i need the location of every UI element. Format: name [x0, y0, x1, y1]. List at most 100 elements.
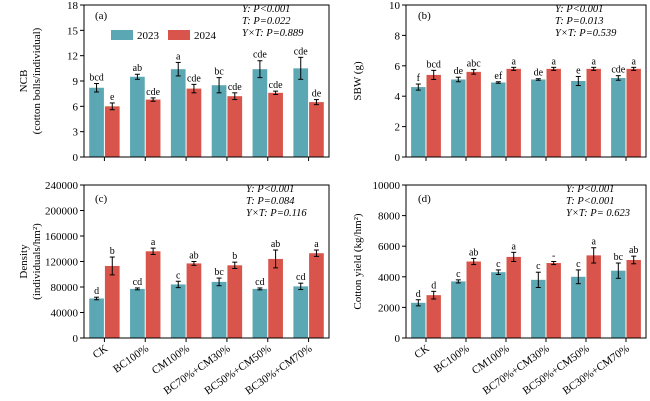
bar-2023 — [611, 77, 626, 157]
bar-2023 — [491, 272, 506, 338]
bar-2023 — [531, 279, 546, 338]
bar-2023 — [252, 69, 268, 157]
x-tick-label: BC70%+CM30% — [481, 343, 552, 398]
y-tick-label: 0 — [395, 333, 401, 345]
bar-2024 — [586, 68, 601, 157]
bar-2023 — [451, 281, 466, 338]
significance-letter: a — [511, 56, 516, 67]
bar-2023 — [571, 276, 586, 338]
significance-letter: d — [416, 289, 421, 300]
bar-2024 — [506, 68, 521, 157]
significance-letter: cde — [294, 46, 308, 57]
significance-letter: e — [576, 65, 581, 76]
significance-letter: de — [312, 89, 322, 100]
bar-2023 — [531, 79, 546, 157]
stat-line: T: P=0.084 — [246, 196, 295, 207]
significance-letter: de — [534, 68, 544, 79]
y-tick-label: 18 — [67, 0, 79, 12]
y-tick-label: 10000 — [373, 180, 401, 192]
x-tick-label: BC50%+CM50% — [521, 343, 592, 398]
panel-label: (c) — [95, 193, 108, 205]
significance-letter: a — [511, 241, 516, 252]
y-tick-label: 0 — [73, 152, 79, 164]
bar-2023 — [411, 87, 426, 157]
significance-letter: - — [552, 251, 555, 262]
bar-2024 — [227, 265, 243, 338]
bar-2024 — [466, 71, 481, 157]
bar-2023 — [211, 85, 227, 157]
bar-2023 — [89, 298, 104, 338]
x-tick-label: CK — [412, 343, 431, 362]
bar-2024 — [586, 255, 601, 338]
bar-2023 — [130, 76, 145, 157]
y-tick-label: 2 — [395, 122, 401, 134]
bar-2023 — [170, 69, 186, 157]
y-tick-label: 4 — [395, 91, 401, 103]
bar-2023 — [89, 87, 104, 157]
bar-2024 — [309, 102, 324, 157]
bar-2024 — [426, 74, 441, 157]
bar-2023 — [130, 288, 145, 338]
plot-frame — [405, 4, 647, 158]
significance-letter: a — [631, 56, 636, 67]
bar-2024 — [268, 258, 283, 338]
y-tick-label: 200000 — [45, 206, 79, 218]
stat-line: T: P=0.013 — [555, 16, 604, 27]
x-tick-label: BC100% — [111, 343, 151, 376]
significance-letter: cde — [269, 80, 283, 91]
significance-letter: c — [176, 270, 181, 281]
significance-letter: cd — [296, 272, 305, 283]
legend-label-2023: 2023 — [137, 30, 160, 42]
stat-line: Y×T: P=0.539 — [555, 28, 617, 39]
plot-frame — [405, 184, 647, 339]
significance-letter: ab — [469, 247, 478, 258]
y-tick-label: 8 — [395, 30, 401, 42]
significance-letter: c — [496, 259, 501, 270]
y-tick-label: 0 — [395, 152, 401, 164]
significance-letter: a — [551, 56, 556, 67]
y-tick-label: 15 — [67, 25, 79, 37]
bar-2024 — [104, 265, 120, 338]
y-tick-label: 0 — [73, 333, 79, 345]
y-tick-label: 3 — [73, 127, 79, 139]
significance-letter: cd — [133, 277, 142, 288]
stat-line: Y×T: P=0.889 — [242, 28, 304, 39]
significance-letter: d — [431, 280, 436, 291]
plot-frame — [83, 184, 330, 339]
stat-line: Y: P<0.001 — [242, 4, 290, 15]
legend-label-2024: 2024 — [194, 30, 217, 42]
significance-letter: b — [110, 246, 115, 257]
bar-2024 — [626, 259, 641, 338]
y-tick-label: 80000 — [51, 282, 79, 294]
significance-letter: c — [456, 269, 461, 280]
bar-2023 — [293, 68, 309, 157]
stat-line: Y×T: P= 0.623 — [566, 208, 630, 219]
bar-2024 — [186, 263, 202, 338]
stat-line: Y: P<0.001 — [246, 184, 294, 195]
bar-2024 — [426, 295, 441, 338]
bar-2024 — [466, 261, 481, 338]
significance-letter: cd — [255, 277, 264, 288]
bar-2023 — [571, 81, 586, 157]
significance-letter: c — [576, 259, 581, 270]
significance-letter: de — [454, 66, 464, 77]
plot-frame — [83, 4, 330, 158]
bar-2024 — [309, 253, 324, 338]
bar-2023 — [611, 270, 626, 338]
panel-4: 0 2000 4000 6000 8000 10000 d c c c c bc d ab a - a ab (d)… — [352, 180, 647, 398]
stat-line: T: P<0.001 — [566, 196, 615, 207]
significance-letter: cde — [187, 73, 201, 84]
legend-swatch-2023 — [111, 30, 133, 40]
x-tick-label: BC30%+CM70% — [561, 343, 632, 398]
significance-letter: a — [591, 56, 596, 67]
y-tick-label: 40000 — [51, 308, 79, 320]
x-tick-label: CK — [91, 343, 110, 362]
y-tick-label: 160000 — [45, 231, 79, 243]
significance-letter: ab — [189, 251, 198, 262]
significance-letter: abc — [467, 59, 481, 70]
bar-2024 — [104, 106, 120, 157]
y-axis-label: SBW (g) — [352, 61, 364, 101]
significance-letter: ab — [133, 63, 142, 74]
significance-letter: cde — [228, 82, 242, 93]
